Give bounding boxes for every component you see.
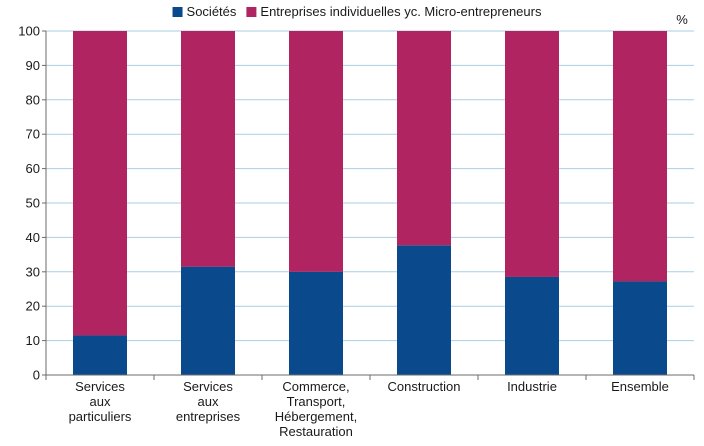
x-category-label-line: Construction: [388, 379, 461, 394]
x-category-label: Construction: [388, 379, 461, 394]
legend: Sociétés Entreprises individuelles yc. Mi…: [172, 4, 542, 19]
axes: [42, 30, 695, 380]
bar-societes: [289, 271, 343, 375]
x-category-label: Commerce, Transport, Hébergement, Restaurat…: [275, 379, 357, 439]
x-category-label-line: particuliers: [69, 409, 132, 424]
y-tick-label: 20: [26, 299, 40, 314]
bar-societes: [73, 335, 127, 375]
bars: [73, 31, 667, 375]
y-tick-label: 80: [26, 92, 40, 107]
y-tick-labels: 0 10 20 30 40 50 60 70 80 90 100: [18, 24, 40, 383]
bar-entreprises-individuelles: [289, 31, 343, 272]
legend-swatch-societes: [172, 7, 183, 17]
legend-swatch-entreprises-individuelles: [246, 7, 257, 17]
bar-entreprises-individuelles: [613, 31, 667, 282]
legend-label-societes: Sociétés: [187, 4, 237, 19]
y-tick-label: 30: [26, 264, 40, 279]
bar-entreprises-individuelles: [73, 31, 127, 336]
gridlines: [46, 30, 694, 342]
y-tick-label: 100: [18, 24, 40, 39]
y-tick-label: 90: [26, 58, 40, 73]
bar-entreprises-individuelles: [181, 31, 235, 267]
y-tick-label: 60: [26, 161, 40, 176]
legend-label-entreprises-individuelles: Entreprises individuelles yc. Micro-entr…: [260, 4, 542, 19]
x-category-label-line: Services: [183, 379, 233, 394]
y-tick-label: 70: [26, 127, 40, 142]
x-category-label-line: Restauration: [279, 424, 353, 439]
y-tick-label: 50: [26, 196, 40, 211]
y-tick-label: 0: [33, 368, 40, 383]
bar-societes: [181, 266, 235, 375]
x-category-label: Ensemble: [611, 379, 669, 394]
x-category-label-line: Transport,: [287, 394, 346, 409]
x-category-label: Services aux particuliers: [69, 379, 132, 424]
x-category-label: Industrie: [507, 379, 557, 394]
bar-entreprises-individuelles: [397, 31, 451, 246]
x-category-label-line: entreprises: [176, 409, 241, 424]
y-tick-label: 10: [26, 333, 40, 348]
bar-societes: [613, 281, 667, 375]
bar-societes: [397, 245, 451, 375]
x-category-label: Services aux entreprises: [176, 379, 241, 424]
x-category-label-line: aux: [90, 394, 111, 409]
x-category-label-line: Ensemble: [611, 379, 669, 394]
y-tick-label: 40: [26, 230, 40, 245]
x-category-label-line: Industrie: [507, 379, 557, 394]
x-category-label-line: aux: [198, 394, 219, 409]
x-category-label-line: Services: [75, 379, 125, 394]
y-unit-label: %: [676, 12, 688, 27]
bar-entreprises-individuelles: [505, 31, 559, 277]
x-category-label-line: Hébergement,: [275, 409, 357, 424]
x-category-label-line: Commerce,: [282, 379, 349, 394]
bar-societes: [505, 276, 559, 375]
